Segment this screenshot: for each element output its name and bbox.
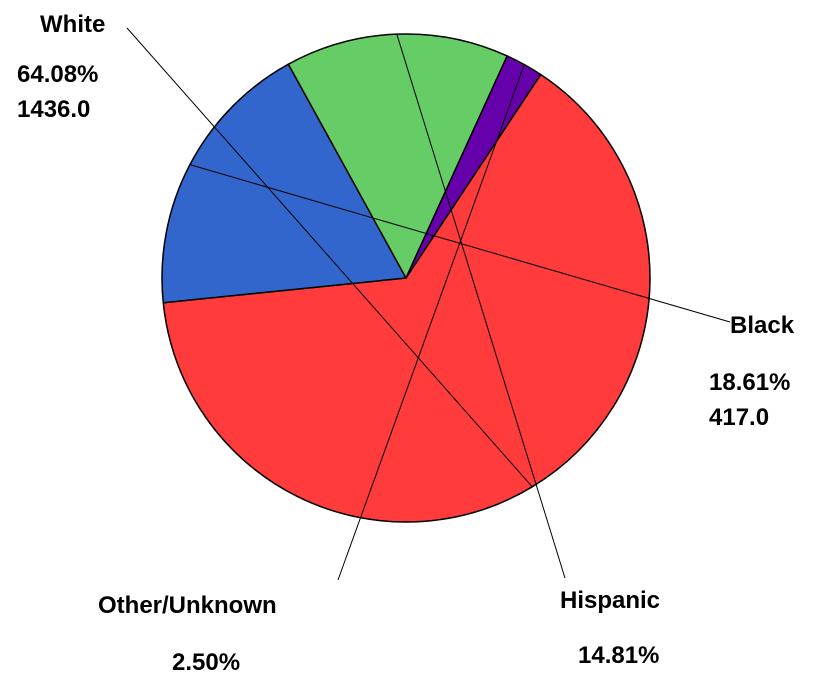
slice-label-black-percent: 18.61% <box>709 369 790 396</box>
slice-label-hispanic-name: Hispanic <box>560 587 660 614</box>
leader-lines <box>126 27 731 581</box>
slice-label-white-name: White <box>40 11 105 38</box>
leader-line-white <box>126 27 533 488</box>
pie-slices <box>161 33 651 523</box>
leader-line-hispanic <box>396 34 566 579</box>
slice-label-other-percent: 2.50% <box>172 649 240 676</box>
leader-line-other-unknown <box>337 64 525 581</box>
slice-label-black-value: 417.0 <box>709 404 769 431</box>
slice-label-black-name: Black <box>730 312 795 339</box>
slice-label-other-name: Other/Unknown <box>98 592 277 619</box>
slice-label-white-value: 1436.0 <box>17 96 90 123</box>
slice-label-white-percent: 64.08% <box>17 61 98 88</box>
slice-label-hispanic-percent: 14.81% <box>578 642 659 669</box>
pie-slice-black <box>161 63 407 304</box>
